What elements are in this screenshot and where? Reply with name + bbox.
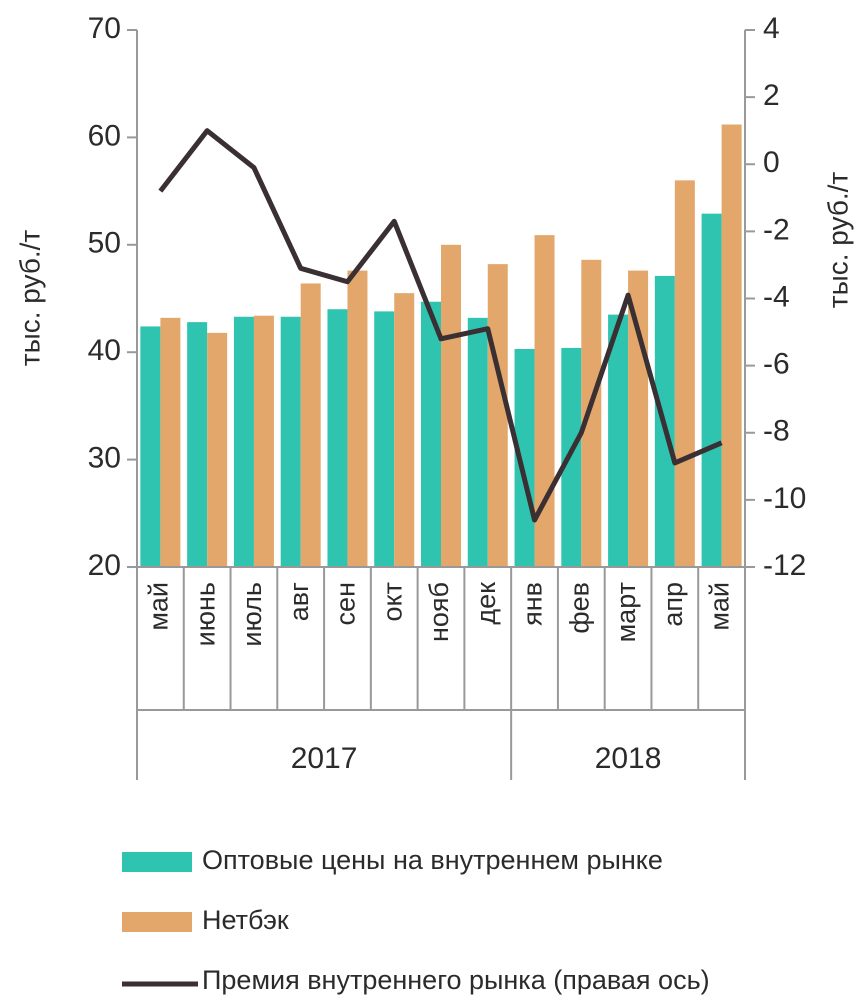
bar <box>421 301 441 567</box>
y2-tick-label: 2 <box>763 79 780 112</box>
bar <box>327 309 348 567</box>
bar <box>701 213 722 568</box>
bar <box>160 317 181 567</box>
y-tick-label: 60 <box>88 119 121 152</box>
y-tick-label: 40 <box>88 334 121 367</box>
x-tick-label: окт <box>377 582 407 622</box>
bar <box>140 326 161 567</box>
x-tick-label: сен <box>331 582 361 625</box>
legend-swatch <box>122 912 192 932</box>
x-tick-label: май <box>144 582 174 631</box>
x-tick-label: фев <box>564 582 594 634</box>
y2-tick-label: -6 <box>763 348 790 381</box>
bar <box>347 270 368 567</box>
y2-tick-label: -2 <box>763 213 790 246</box>
bar <box>394 293 415 567</box>
y2-tick-label: -10 <box>763 482 806 515</box>
y2-tick-label: 4 <box>763 12 780 45</box>
y2-tick-label: -12 <box>763 549 806 582</box>
group-label: 2017 <box>291 742 358 775</box>
bar <box>721 124 742 568</box>
bar <box>441 244 461 568</box>
bar <box>187 322 208 567</box>
bar <box>674 180 695 568</box>
legend-swatch <box>122 852 192 872</box>
y-tick-label: 70 <box>88 12 121 45</box>
bar <box>207 332 228 567</box>
x-tick-label: нояб <box>424 582 454 642</box>
y2-tick-label: -8 <box>763 415 790 448</box>
y-axis-label: тыс. руб./т <box>14 230 45 367</box>
x-tick-label: март <box>611 582 641 642</box>
x-tick-label: авг <box>284 582 314 621</box>
legend-label: Нетбэк <box>202 905 289 935</box>
x-tick-label: дек <box>471 582 501 625</box>
x-tick-label: май <box>705 582 735 631</box>
bar <box>534 235 555 567</box>
legend-label: Премия внутреннего рынка (правая ось) <box>202 965 710 995</box>
y2-tick-label: 0 <box>763 146 780 179</box>
y-tick-label: 30 <box>88 442 121 475</box>
x-tick-label: июль <box>237 582 267 647</box>
bar <box>233 316 254 567</box>
x-tick-label: янв <box>518 582 548 626</box>
y-tick-label: 50 <box>88 227 121 260</box>
y2-axis-label: тыс. руб./т <box>822 172 853 309</box>
y-tick-label: 20 <box>88 549 121 582</box>
x-tick-label: апр <box>658 582 688 627</box>
x-tick-label: июнь <box>190 582 220 646</box>
line <box>158 128 723 523</box>
bar <box>280 316 301 567</box>
bar <box>487 264 508 567</box>
legend-label: Оптовые цены на внутреннем рынке <box>202 845 663 875</box>
bar <box>253 315 274 567</box>
bar <box>581 259 602 567</box>
y2-tick-label: -4 <box>763 280 790 313</box>
group-label: 2018 <box>595 742 662 775</box>
bar <box>300 283 321 567</box>
bar <box>514 348 535 567</box>
bar <box>374 311 395 567</box>
bar <box>467 317 488 567</box>
bar <box>561 347 582 567</box>
bar <box>608 314 629 567</box>
